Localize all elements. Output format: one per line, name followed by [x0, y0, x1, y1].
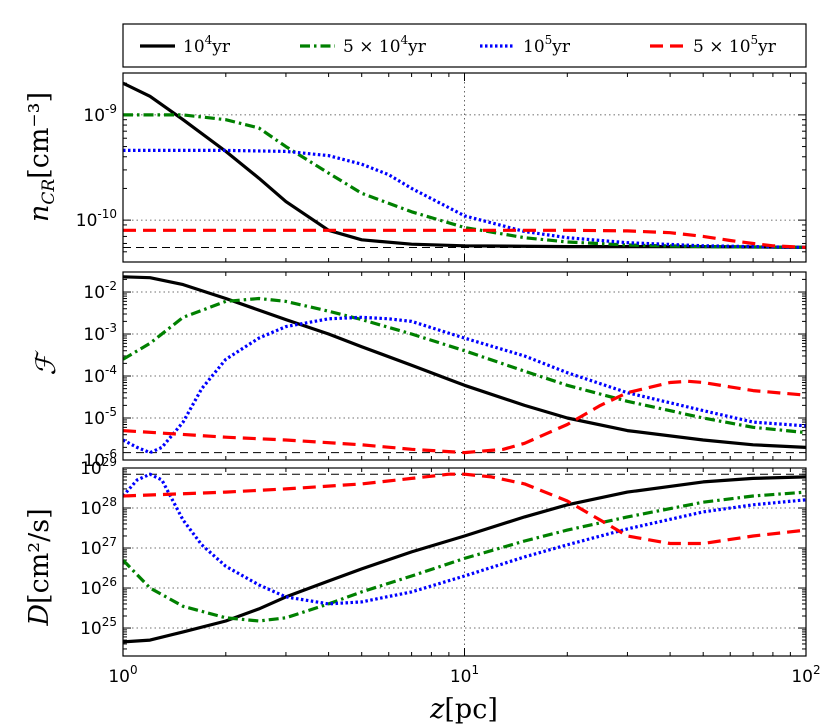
y-tick-label: 10-4 — [83, 363, 117, 387]
ylabel-flux-text: ℱ — [31, 350, 62, 376]
y-tick-label: 10-9 — [83, 102, 117, 126]
xlabel: z[pc] — [429, 694, 498, 725]
series-line — [123, 148, 806, 249]
x-tick-label: 101 — [450, 663, 479, 687]
legend-label: 104yr — [183, 33, 231, 57]
y-tick-label: 1027 — [80, 535, 117, 559]
legend-frame — [122, 23, 807, 68]
series-line — [123, 113, 806, 249]
panel-frame — [122, 271, 807, 461]
panel-flux: 10-2 10-3 10-4 10-5 10-6 — [83, 271, 807, 471]
series-line — [123, 490, 806, 623]
panel-diffusion: 1029 1028 1027 1026 1025 100 101 102 — [80, 455, 821, 687]
panel-frame — [122, 467, 807, 657]
legend-label: 5 × 104yr — [343, 33, 427, 57]
y-tick-label: 10-2 — [83, 279, 117, 303]
ylabel-density-text: nCR[cm⁻³] — [24, 92, 59, 222]
ylabel-diffusion: D[cm²/s] — [24, 508, 55, 626]
ylabel-diffusion-text: D[cm²/s] — [24, 508, 55, 626]
series-line — [123, 472, 806, 606]
y-tick-label: 10-10 — [76, 207, 117, 231]
legend: 104yr 5 × 104yr 105yr 5 × 105yr — [122, 23, 807, 68]
x-tick-label: 100 — [108, 663, 137, 687]
series-line — [123, 379, 806, 455]
series-line — [123, 275, 806, 449]
y-tick-label: 1029 — [80, 455, 117, 479]
panel-frame — [122, 72, 807, 263]
ylabel-flux: ℱ — [31, 350, 62, 376]
series-line — [123, 315, 806, 455]
y-tick-label: 1025 — [80, 615, 117, 639]
ylabel-density: nCR[cm⁻³] — [24, 92, 59, 222]
y-tick-label: 10-3 — [83, 321, 117, 345]
y-tick-label: 1026 — [80, 575, 117, 599]
series-line — [123, 475, 806, 644]
series-line — [123, 296, 806, 435]
y-tick-label: 10-5 — [83, 405, 117, 429]
legend-label: 105yr — [523, 33, 571, 57]
series-line — [123, 228, 806, 249]
series-line — [123, 472, 806, 546]
x-tick-label: 102 — [791, 663, 820, 687]
y-tick-label: 10-6 — [83, 447, 117, 471]
legend-label: 5 × 105yr — [693, 33, 777, 57]
y-tick-label: 1028 — [80, 495, 117, 519]
panel-density: 10-9 10-10 — [76, 72, 807, 263]
